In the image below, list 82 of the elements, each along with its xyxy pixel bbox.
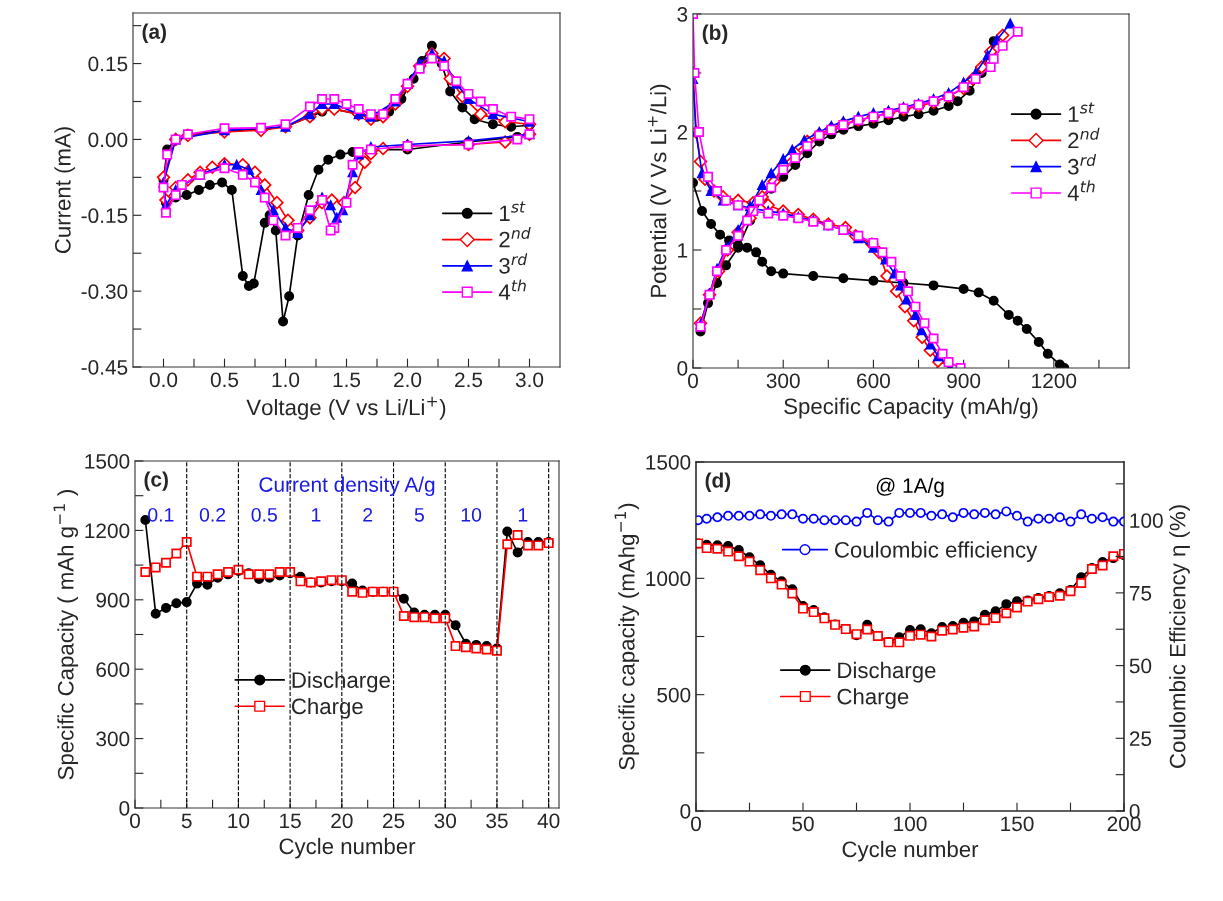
x-tick-label: 0 [691, 816, 701, 832]
x-tick-label: 1.0 [272, 372, 300, 388]
legend-label: Discharge [292, 671, 390, 693]
legend-label: 3$^{rd}$ [499, 253, 528, 274]
legend-label: 2$^{nd}$ [1068, 127, 1100, 149]
x-axis-title: Cycle number [279, 837, 416, 859]
legend-label: 1$^{st}$ [1068, 102, 1095, 122]
y2-tick-label: 75 [1129, 586, 1152, 601]
x-axis-title: Specific Capacity (mAh/g) [784, 397, 1038, 419]
y2-tick-label: 50 [1129, 658, 1152, 674]
y-tick-label: 1500 [646, 455, 691, 470]
legend-label: 3$^{rd}$ [1068, 154, 1097, 175]
x-tick-label: 0 [130, 813, 140, 829]
y-tick-label: 2 [677, 125, 688, 140]
annotation: 2 [363, 507, 373, 522]
legend-label: Discharge [838, 661, 936, 683]
annotation: 1 [312, 508, 321, 522]
x-tick-label: 15 [280, 813, 301, 829]
y-tick-label: -0.30 [81, 284, 128, 299]
x-tick-label: 2.0 [394, 372, 422, 388]
annotation: 10 [461, 507, 482, 522]
x-tick-label: 1.5 [333, 372, 361, 388]
x-tick-label: 50 [792, 816, 814, 832]
x-tick-label: 25 [383, 813, 405, 829]
y-tick-label: -0.45 [81, 360, 128, 375]
y2-tick-label: 100 [1130, 513, 1163, 528]
annotation: 0.1 [148, 507, 174, 522]
annotation: @ 1A/g [876, 477, 944, 498]
x-tick-label: 5 [181, 813, 192, 829]
y-tick-label: 1000 [646, 571, 691, 587]
chart-title: (b) [702, 24, 728, 45]
y-tick-label: 0.00 [88, 132, 128, 148]
chart-title: (c) [144, 471, 168, 491]
y-axis-title: Specific Capacity ( mAh g$^{−1}$ ) [53, 490, 79, 780]
x-tick-label: 1200 [1032, 373, 1077, 389]
x-tick-label: 30 [434, 813, 457, 829]
y-tick-label: 3 [677, 7, 688, 22]
y-axis-title: Current (mA) [54, 127, 76, 254]
y-tick-label: 600 [96, 662, 130, 677]
legend-label: 4$^{th}$ [498, 279, 526, 300]
annotation: 0.2 [199, 507, 226, 522]
y2-tick-label: 25 [1129, 731, 1152, 747]
annotation: 0.5 [251, 507, 277, 522]
annotation: Current density A/g [259, 476, 435, 497]
y-tick-label: -0.15 [81, 208, 128, 224]
x-tick-label: 150 [1001, 816, 1034, 832]
x-tick-label: 20 [331, 813, 353, 829]
x-tick-label: 3.0 [515, 372, 544, 388]
legend-label: 4$^{th}$ [1067, 180, 1095, 201]
x-tick-label: 0.5 [210, 372, 239, 388]
x-tick-label: 2.5 [455, 372, 483, 388]
annotation: 1 [518, 508, 528, 522]
x-tick-label: 40 [537, 813, 560, 829]
y-tick-label: 1200 [85, 523, 130, 539]
x-tick-label: 900 [947, 373, 981, 389]
y-tick-label: 0.15 [88, 56, 128, 72]
legend-label: 1$^{st}$ [500, 201, 526, 221]
legend-label: Charge [837, 688, 909, 709]
y-tick-label: 0 [677, 361, 688, 376]
legend-label: 2$^{nd}$ [499, 226, 531, 248]
y-tick-label: 0 [119, 801, 130, 816]
x-tick-label: 35 [486, 813, 508, 829]
x-tick-label: 0.0 [149, 372, 178, 388]
x-axis-title: Cycle number [842, 840, 979, 862]
legend-label: Coulombic efficiency [834, 541, 1038, 563]
x-tick-label: 100 [894, 816, 927, 832]
x-tick-label: 600 [857, 373, 890, 389]
x-axis-title: Voltage (V vs Li/Li$^{+}$) [246, 396, 446, 420]
y-tick-label: 500 [657, 687, 691, 703]
y-tick-label: 1500 [85, 454, 130, 469]
x-tick-label: 10 [228, 813, 250, 829]
x-tick-label: 300 [766, 373, 800, 389]
y2-axis-title: Coulombic Efficiency η (%) [1169, 505, 1190, 768]
y-tick-label: 1 [678, 243, 688, 258]
chart-title: (a) [142, 23, 166, 44]
annotation: 5 [414, 508, 424, 522]
chart-title: (d) [705, 472, 731, 492]
legend-label: Charge [291, 697, 363, 719]
y-axis-title: Potential (V Vs Li$^{+}$/Li) [647, 84, 671, 297]
y-axis-title: Specific capacity (mAhg$^{−1}$) [614, 503, 640, 770]
y-tick-label: 300 [96, 731, 130, 747]
y-tick-label: 900 [96, 592, 130, 608]
